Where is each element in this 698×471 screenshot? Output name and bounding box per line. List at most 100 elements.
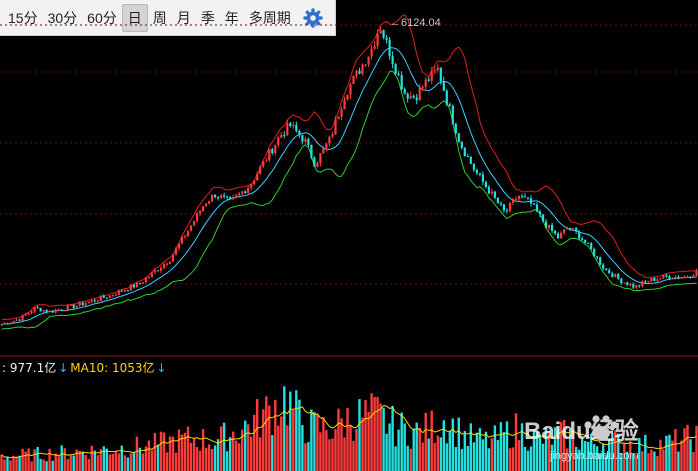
candle-body: [478, 173, 481, 175]
volume-bar: [328, 439, 331, 471]
volume-bar: [81, 451, 84, 471]
volume-bar: [535, 431, 539, 471]
candle-body: [129, 285, 132, 291]
candle-body: [193, 221, 196, 226]
volume-bar: [547, 430, 551, 471]
candle-body: [400, 74, 403, 90]
candle-body: [81, 302, 84, 306]
volume-bar: [111, 453, 114, 471]
candle-body: [274, 144, 277, 153]
volume-bar: [192, 438, 196, 471]
volume-bar: [102, 446, 105, 471]
candle-body: [214, 194, 217, 198]
volume-bar: [268, 405, 271, 471]
candle-body: [36, 307, 39, 309]
period-tab[interactable]: 月: [176, 9, 191, 26]
volume-bar: [75, 449, 78, 471]
candle-body: [355, 70, 358, 76]
volume-bar: [457, 417, 460, 471]
candle-body: [277, 137, 280, 145]
candle-body: [177, 243, 181, 249]
candle-body: [514, 198, 518, 200]
period-tab[interactable]: 日: [121, 3, 148, 32]
candle-body: [529, 198, 533, 204]
candle-body: [75, 305, 78, 308]
candle-body: [617, 274, 620, 279]
period-tab[interactable]: 周: [152, 9, 167, 26]
candle-body: [3, 323, 6, 325]
volume-bar: [644, 434, 647, 471]
volume-bar: [99, 449, 102, 471]
volume-bar: [593, 444, 596, 471]
volume-bar: [313, 412, 316, 471]
volume-bar: [638, 438, 641, 471]
volume-bar: [412, 428, 415, 471]
candle-body: [292, 125, 295, 126]
candle-body: [695, 270, 698, 276]
volume-bar: [611, 432, 614, 471]
candle-body: [532, 203, 536, 205]
candle-body: [307, 138, 310, 145]
volume-bar: [520, 423, 524, 471]
candle-body: [560, 232, 563, 239]
volume-bar: [343, 437, 346, 471]
candle-body: [21, 315, 24, 321]
volume-bar: [216, 439, 220, 471]
volume-bar: [388, 423, 391, 471]
candle-body: [454, 123, 457, 134]
candle-body: [138, 282, 141, 284]
candle-body: [265, 160, 268, 162]
volume-bar: [195, 447, 199, 471]
period-tab[interactable]: 季: [200, 9, 215, 26]
candle-body: [63, 310, 66, 312]
volume-bar: [370, 393, 373, 471]
candle-body: [235, 195, 238, 197]
volume-bar: [599, 453, 602, 471]
candle-body: [551, 224, 554, 231]
volume-bar: [529, 446, 533, 471]
candle-body: [373, 45, 376, 49]
volume-bar: [584, 441, 587, 471]
candle-body: [337, 116, 340, 120]
volume-bar: [550, 444, 554, 471]
volume-bar: [69, 455, 72, 471]
volume-bar: [280, 416, 283, 471]
volume-bar: [686, 424, 689, 471]
candle-body: [18, 319, 21, 321]
volume-bar: [505, 421, 509, 471]
volume-bar: [147, 440, 151, 471]
volume-bar: [162, 432, 166, 471]
volume-bar: [331, 438, 334, 471]
candle-body: [126, 290, 129, 292]
volume-bar: [96, 455, 99, 471]
candle-body: [412, 95, 415, 98]
volume-bar: [460, 449, 463, 471]
volume-bar: [12, 455, 15, 471]
volume-bar: [189, 442, 193, 471]
volume-bar: [241, 429, 244, 471]
candle-body: [424, 79, 427, 87]
volume-bar: [575, 446, 578, 471]
period-tab[interactable]: 多周期: [248, 9, 291, 26]
volume-bar: [436, 435, 439, 471]
gear-icon[interactable]: [302, 7, 324, 29]
candle-body: [466, 156, 469, 158]
volume-bar: [493, 425, 497, 471]
candle-body: [647, 281, 650, 283]
candle-body: [502, 204, 505, 211]
candle-body: [436, 67, 439, 70]
candle-body: [391, 56, 394, 64]
period-tab[interactable]: 60分: [87, 9, 117, 26]
candle-body: [313, 157, 316, 167]
volume-bar: [364, 400, 367, 471]
period-tab[interactable]: 年: [224, 9, 239, 26]
upper-band-line: [1, 14, 697, 321]
volume-bar: [445, 443, 448, 471]
candle-body: [629, 284, 632, 285]
period-toolbar: 15分 30分 60分日周月季年多周期: [0, 0, 336, 36]
volume-bar: [298, 399, 301, 471]
period-tab[interactable]: 30分: [47, 9, 78, 26]
volume-bar: [403, 423, 406, 471]
period-tab[interactable]: 15分: [8, 9, 38, 26]
volume-bar: [605, 454, 608, 471]
